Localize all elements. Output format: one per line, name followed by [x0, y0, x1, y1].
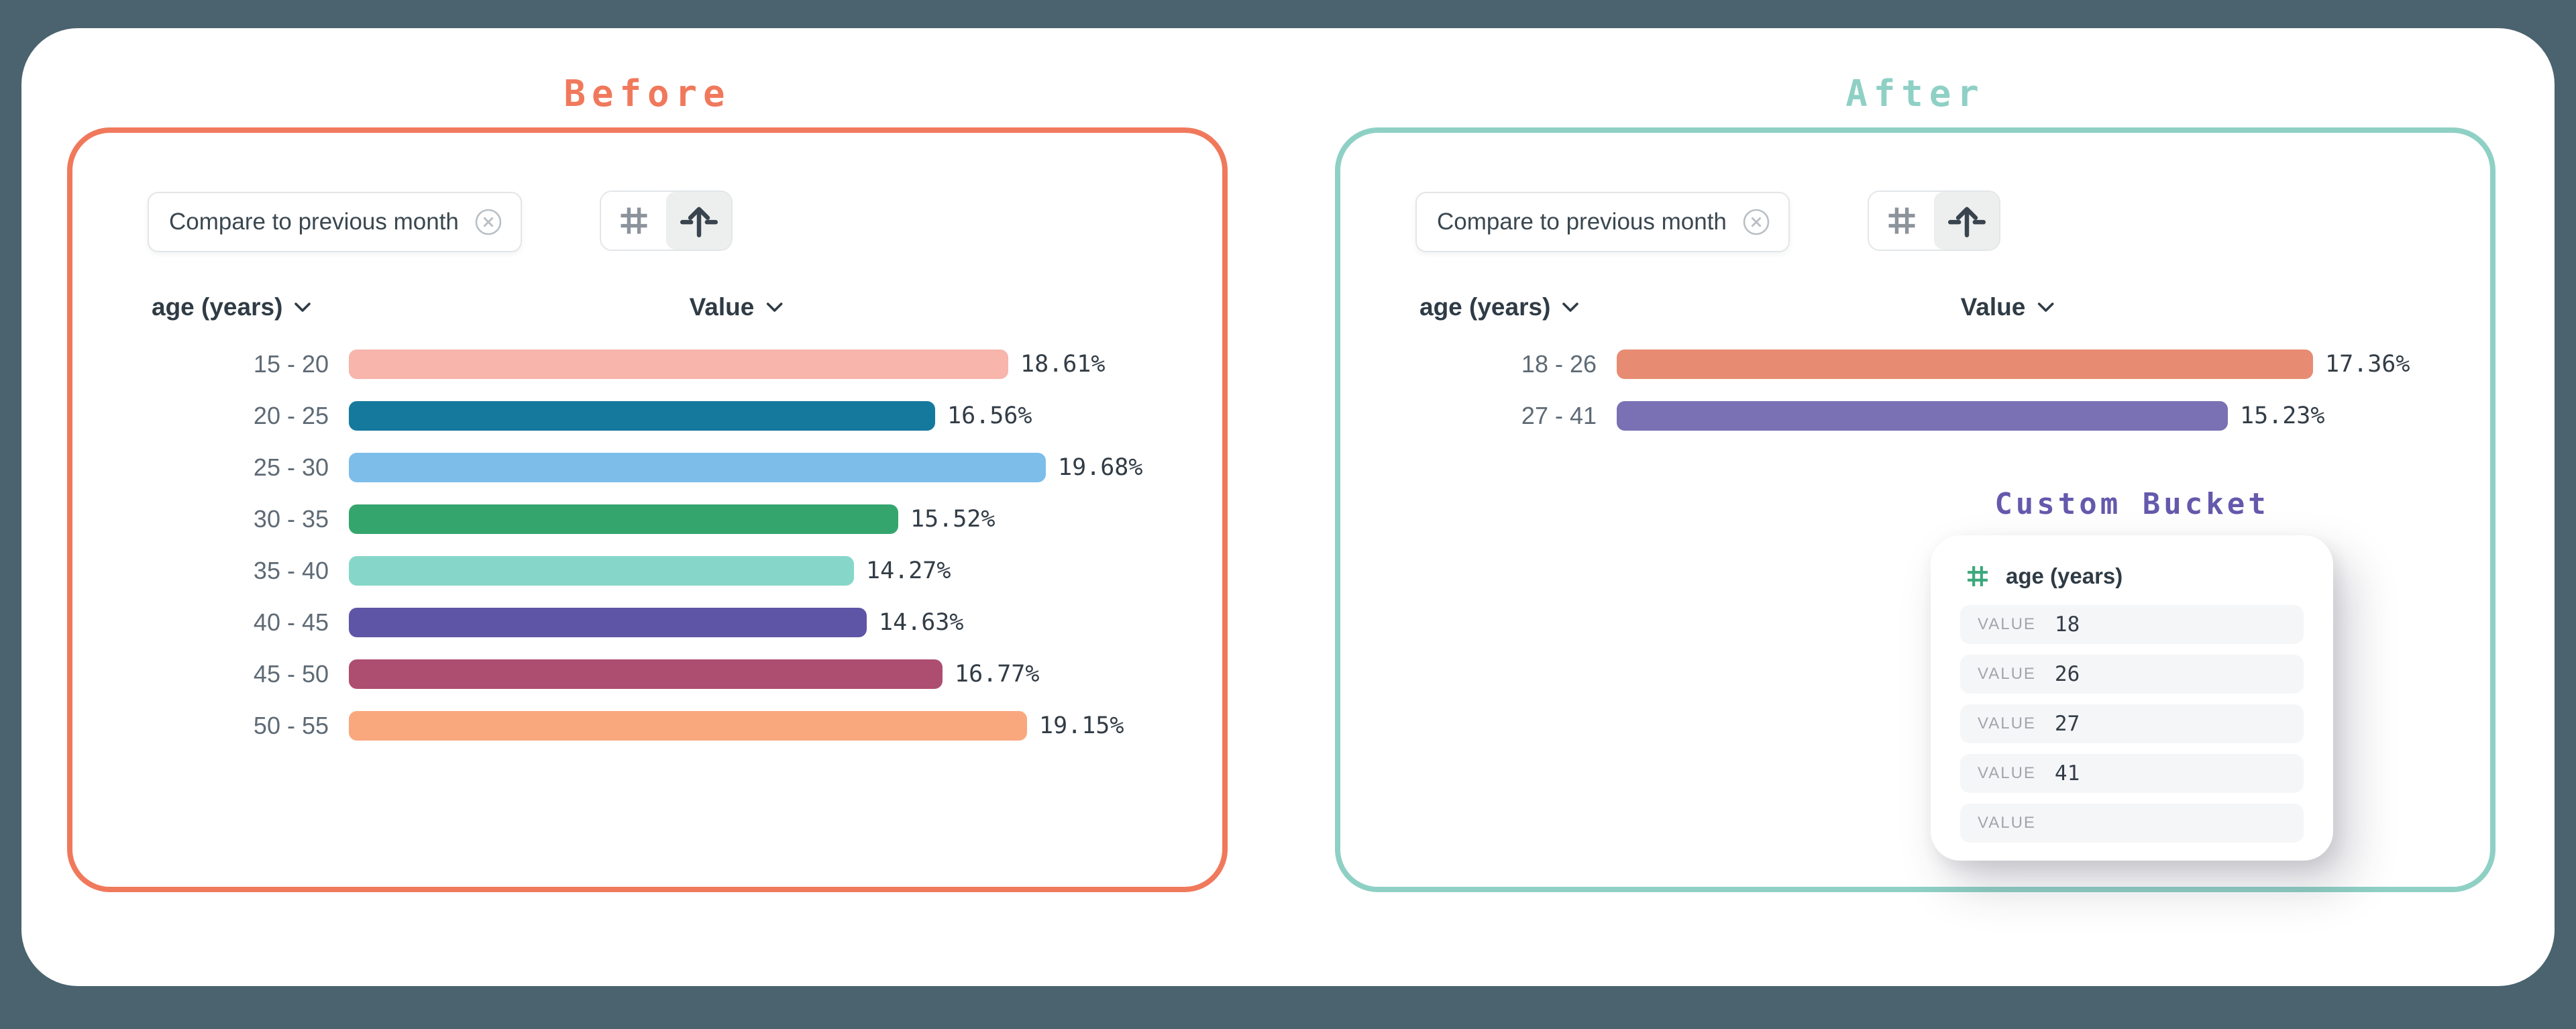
table-row: 35 - 40 14.27% — [72, 545, 1222, 596]
value-input-row[interactable]: VALUE 26 — [1960, 655, 2304, 694]
filter-chip[interactable]: Compare to previous month — [1415, 192, 1790, 252]
age-range-label: 35 - 40 — [253, 556, 329, 584]
value-label: 16.56% — [947, 402, 1032, 429]
filter-chip-label: Compare to previous month — [169, 209, 459, 235]
value-label: 14.27% — [866, 557, 951, 584]
value-label: 15.23% — [2240, 402, 2325, 429]
value-input-row[interactable]: VALUE — [1960, 804, 2304, 843]
remove-filter-icon[interactable] — [1741, 207, 1771, 237]
value-bar[interactable] — [349, 555, 854, 586]
dimension-header[interactable]: age (years) — [1419, 288, 1580, 326]
before-title: Before — [564, 72, 731, 115]
value-input-label: VALUE — [1978, 714, 2036, 733]
value-input-text: 26 — [2054, 662, 2080, 686]
number-field-icon — [1964, 563, 1991, 590]
table-row: 30 - 35 15.52% — [72, 493, 1222, 545]
after-panel: Compare to previous month — [1335, 127, 2496, 892]
chevron-down-icon — [1561, 301, 1580, 313]
value-label: 15.52% — [910, 505, 996, 533]
value-bar[interactable] — [349, 607, 867, 637]
value-input-label: VALUE — [1978, 615, 2036, 633]
after-title: After — [1845, 72, 1985, 115]
bucket-field-row: age (years) — [1960, 561, 2304, 592]
value-label: 16.77% — [955, 660, 1040, 688]
bucket-field-name: age (years) — [2006, 563, 2123, 588]
dimension-header[interactable]: age (years) — [152, 288, 312, 326]
value-label: 17.36% — [2325, 350, 2410, 378]
dimension-header-label: age (years) — [1419, 293, 1551, 321]
numeric-bucket-toggle-button[interactable] — [601, 192, 666, 250]
age-range-label: 30 - 35 — [253, 504, 329, 533]
hash-icon — [1884, 203, 1919, 238]
value-input-row[interactable]: VALUE 27 — [1960, 704, 2304, 743]
view-toggle-group — [1868, 191, 2000, 251]
table-row: 25 - 30 19.68% — [72, 441, 1222, 493]
value-input-label: VALUE — [1978, 764, 2036, 782]
table-row: 45 - 50 16.77% — [72, 648, 1222, 700]
value-input-text: 27 — [2054, 712, 2080, 736]
value-bar[interactable] — [1617, 400, 2228, 431]
value-input-label: VALUE — [1978, 665, 2036, 683]
value-input-row[interactable]: VALUE 18 — [1960, 605, 2304, 644]
before-panel: Compare to previous month — [67, 127, 1228, 892]
custom-bucket-toggle-button[interactable] — [666, 192, 731, 250]
view-toggle-group — [600, 191, 733, 251]
arrow-up-icon — [680, 202, 718, 239]
value-header-label: Value — [1960, 293, 2026, 321]
value-bar[interactable] — [349, 504, 898, 534]
value-bar[interactable] — [349, 400, 935, 431]
value-input-label: VALUE — [1978, 814, 2036, 832]
before-bar-chart: 15 - 20 18.61% 20 - 25 16.56% 25 - 30 19.68% 3… — [72, 338, 1222, 751]
value-label: 18.61% — [1020, 350, 1106, 378]
age-range-label: 18 - 26 — [1521, 349, 1597, 378]
value-label: 19.68% — [1058, 453, 1143, 481]
value-header[interactable]: Value — [690, 288, 784, 326]
value-bar[interactable] — [349, 710, 1027, 741]
value-input-text: 41 — [2054, 761, 2080, 786]
remove-filter-icon[interactable] — [474, 207, 503, 237]
value-input-row[interactable]: VALUE 41 — [1960, 754, 2304, 793]
age-range-label: 40 - 45 — [253, 608, 329, 636]
age-range-label: 45 - 50 — [253, 659, 329, 688]
arrow-up-icon — [1947, 202, 1986, 239]
after-bar-chart: 18 - 26 17.36% 27 - 41 15.23% — [1340, 338, 2490, 441]
age-range-label: 20 - 25 — [253, 401, 329, 429]
custom-bucket-toggle-button[interactable] — [1934, 192, 1999, 250]
value-bar[interactable] — [349, 349, 1008, 379]
hash-icon — [616, 203, 651, 238]
value-bar[interactable] — [349, 452, 1046, 482]
value-input-text: 18 — [2054, 612, 2080, 637]
canvas-card: Before Compare to previous month — [21, 28, 2555, 986]
value-label: 14.63% — [879, 608, 964, 636]
age-range-label: 50 - 55 — [253, 711, 329, 739]
table-row: 40 - 45 14.63% — [72, 596, 1222, 648]
value-header[interactable]: Value — [1961, 288, 2055, 326]
chevron-down-icon — [293, 301, 312, 313]
table-row: 18 - 26 17.36% — [1340, 338, 2490, 390]
chevron-down-icon — [2036, 301, 2055, 313]
custom-bucket-title: Custom Bucket — [1994, 487, 2269, 521]
dimension-header-label: age (years) — [152, 293, 283, 321]
table-row: 15 - 20 18.61% — [72, 338, 1222, 390]
age-range-label: 15 - 20 — [253, 349, 329, 378]
value-bar[interactable] — [1617, 349, 2313, 379]
value-header-label: Value — [689, 293, 755, 321]
value-label: 19.15% — [1039, 712, 1124, 739]
age-range-label: 25 - 30 — [253, 453, 329, 481]
chevron-down-icon — [765, 301, 784, 313]
table-row: 20 - 25 16.56% — [72, 390, 1222, 441]
numeric-bucket-toggle-button[interactable] — [1869, 192, 1934, 250]
table-row: 50 - 55 19.15% — [72, 700, 1222, 751]
age-range-label: 27 - 41 — [1521, 401, 1597, 429]
filter-chip-label: Compare to previous month — [1437, 209, 1727, 235]
table-row: 27 - 41 15.23% — [1340, 390, 2490, 441]
custom-bucket-popup: age (years) VALUE 18 VALUE 26 VALUE 27 VALUE 41… — [1931, 535, 2333, 861]
filter-chip[interactable]: Compare to previous month — [148, 192, 522, 252]
value-bar[interactable] — [349, 659, 943, 689]
